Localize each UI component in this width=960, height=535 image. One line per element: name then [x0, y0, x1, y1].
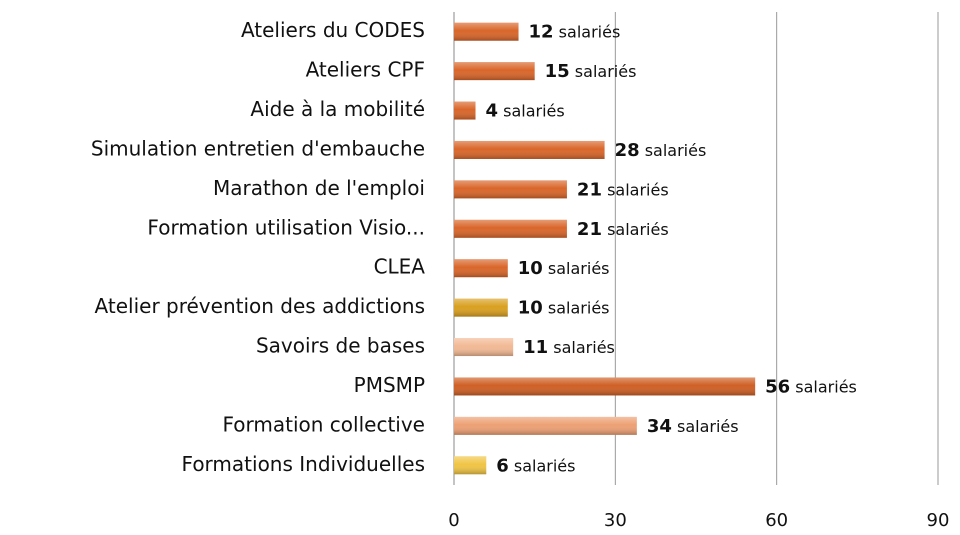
- category-label: PMSMP: [354, 373, 425, 397]
- bar-shade: [454, 338, 514, 357]
- category-label: Formation utilisation Visio...: [147, 215, 425, 239]
- bar-shade: [454, 140, 605, 159]
- category-label: Formation collective: [223, 412, 426, 436]
- bar-shade: [454, 22, 519, 41]
- category-label: Atelier prévention des addictions: [95, 294, 425, 318]
- bar-shade: [454, 456, 487, 475]
- x-tick-label: 0: [448, 510, 459, 531]
- category-label: Ateliers du CODES: [241, 18, 425, 42]
- bar-shade: [454, 180, 567, 199]
- value-label: 4 salariés: [486, 101, 565, 122]
- bar-shade: [454, 259, 508, 278]
- category-label: CLEA: [374, 255, 426, 279]
- category-label: Ateliers CPF: [306, 58, 425, 82]
- value-label: 28 salariés: [615, 140, 707, 161]
- category-label: Marathon de l'emploi: [213, 176, 425, 200]
- bar-shade: [454, 416, 637, 435]
- value-label: 21 salariés: [577, 179, 669, 200]
- value-label: 56 salariés: [765, 376, 857, 397]
- value-label: 11 salariés: [523, 337, 615, 358]
- bar-shade: [454, 101, 476, 120]
- bar-shade: [454, 62, 535, 81]
- value-label: 15 salariés: [545, 61, 637, 82]
- value-label: 34 salariés: [647, 416, 739, 437]
- bar-shade: [454, 298, 508, 317]
- value-label: 6 salariés: [496, 455, 575, 476]
- value-label: 12 salariés: [529, 22, 621, 43]
- x-tick-label: 30: [604, 510, 627, 531]
- value-label: 10 salariés: [518, 258, 610, 279]
- category-label: Aide à la mobilité: [250, 97, 425, 121]
- value-label: 10 salariés: [518, 298, 610, 319]
- x-tick-label: 90: [927, 510, 950, 531]
- category-label: Formations Individuelles: [182, 452, 425, 476]
- category-label: Simulation entretien d'embauche: [91, 136, 425, 160]
- bar-shade: [454, 377, 756, 396]
- bar-shade: [454, 219, 567, 238]
- category-label: Savoirs de bases: [256, 334, 425, 358]
- x-tick-label: 60: [765, 510, 788, 531]
- value-label: 21 salariés: [577, 219, 669, 240]
